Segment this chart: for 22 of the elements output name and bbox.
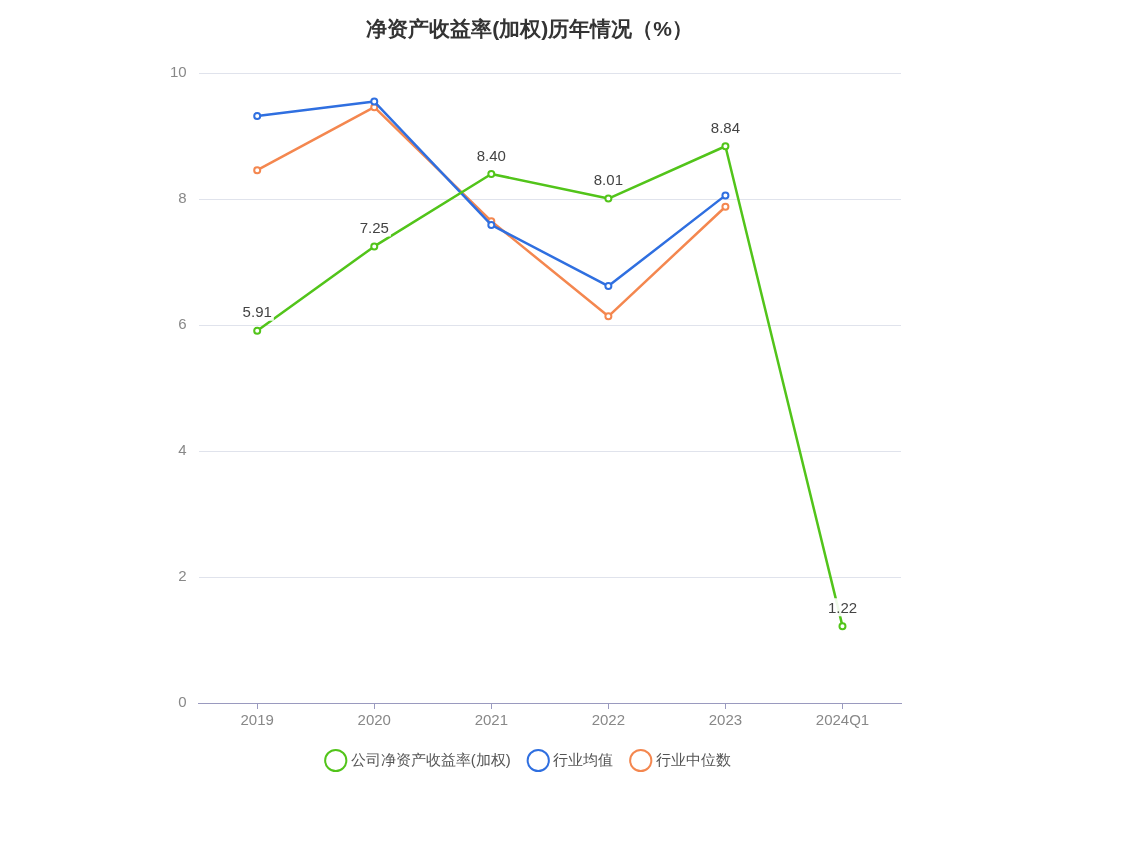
chart-title: 净资产收益率(加权)历年情况（%） [366, 17, 693, 41]
y-tick-label: 8 [178, 189, 187, 207]
legend-label: 公司净资产收益率(加权) [350, 750, 511, 768]
x-tick-label: 2021 [474, 711, 508, 729]
data-label: 8.84 [710, 118, 741, 136]
x-tick-label: 2023 [708, 711, 743, 729]
data-label: 1.22 [827, 598, 858, 616]
data-label: 8.40 [476, 146, 506, 164]
y-tick-label: 10 [170, 63, 187, 81]
x-tick-label: 2020 [357, 711, 391, 729]
y-tick-label: 6 [178, 315, 187, 333]
x-tick-label: 2022 [591, 711, 626, 729]
y-tick-label: 2 [178, 567, 187, 585]
y-tick-label: 0 [178, 693, 187, 711]
data-label: 5.91 [242, 303, 272, 321]
legend-label: 行业均值 [553, 750, 614, 768]
x-tick-label: 2019 [240, 711, 274, 729]
x-tick-label: 2024Q1 [815, 711, 870, 729]
data-label: 8.01 [593, 171, 623, 189]
data-label: 7.25 [359, 219, 389, 237]
legend-label: 行业中位数 [655, 750, 731, 768]
y-tick-label: 4 [178, 441, 187, 459]
